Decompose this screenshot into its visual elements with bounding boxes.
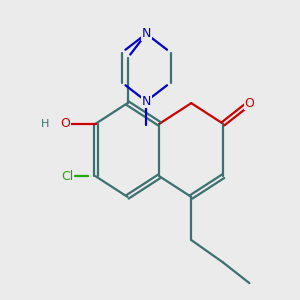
- Text: N: N: [142, 27, 151, 40]
- Text: O: O: [61, 117, 70, 130]
- Text: O: O: [244, 97, 254, 110]
- Text: Cl: Cl: [61, 170, 74, 183]
- Text: N: N: [142, 95, 151, 108]
- Text: H: H: [41, 119, 49, 129]
